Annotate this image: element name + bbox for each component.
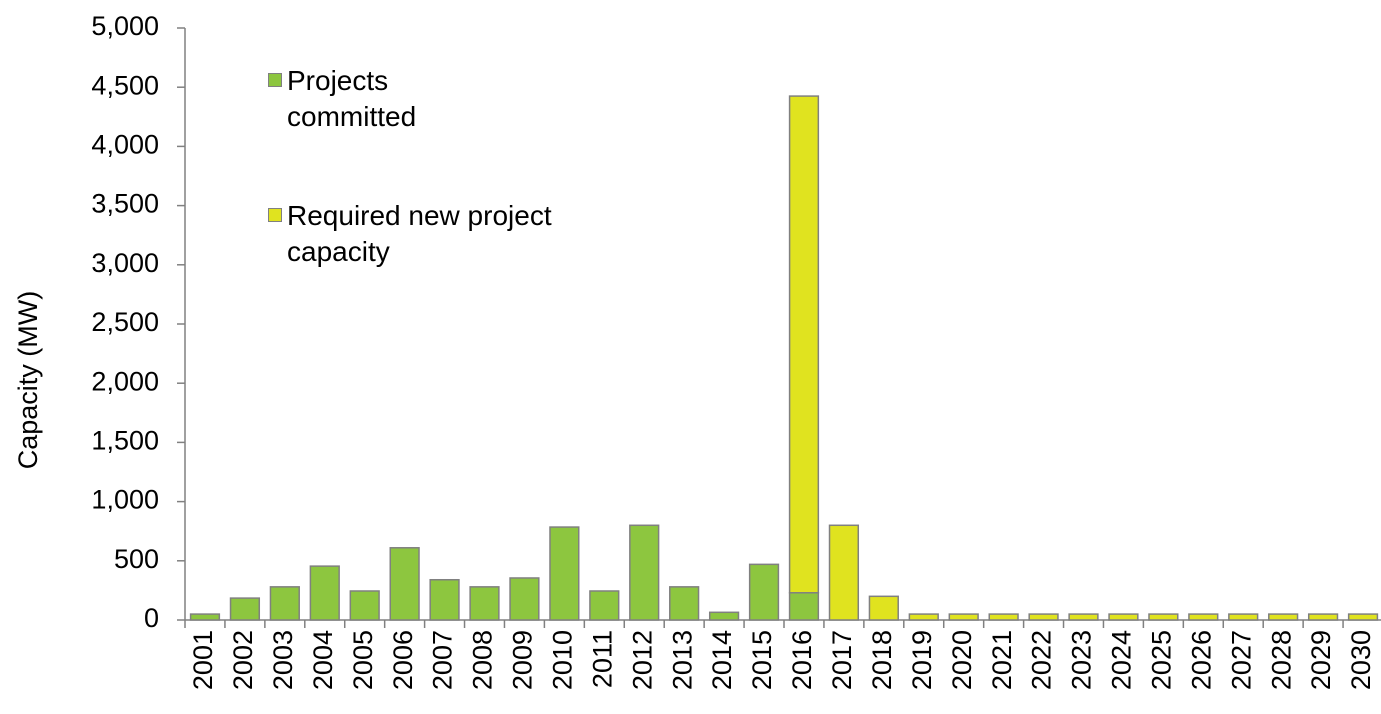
legend-swatch <box>268 73 282 87</box>
bar <box>1068 613 1099 621</box>
legend-swatch <box>268 208 282 222</box>
y-tick-label: 2,500 <box>91 307 159 337</box>
y-tick-label: 3,500 <box>91 189 159 219</box>
x-tick-label: 2012 <box>627 630 657 690</box>
x-tick-label: 2002 <box>228 630 258 690</box>
y-tick-label: 4,500 <box>91 70 159 100</box>
y-tick-label: 2,000 <box>91 366 159 396</box>
bar <box>549 526 580 621</box>
x-tick-label: 2015 <box>747 630 777 690</box>
bar <box>229 597 261 621</box>
bar <box>1228 613 1259 621</box>
x-tick-label: 2028 <box>1266 630 1296 690</box>
x-tick-label: 2029 <box>1306 630 1336 690</box>
x-tick-label: 2001 <box>188 630 218 690</box>
y-tick-label: 3,000 <box>91 248 159 278</box>
bar <box>948 613 979 621</box>
y-tick-label: 1,500 <box>91 426 159 456</box>
bar <box>708 611 740 621</box>
bar <box>1307 613 1339 621</box>
bar <box>389 547 420 621</box>
x-tick-label: 2023 <box>1067 630 1097 690</box>
x-tick-label: 2030 <box>1346 630 1376 690</box>
bar <box>788 592 820 621</box>
y-tick-label: 5,000 <box>91 11 159 41</box>
bar <box>189 613 221 621</box>
x-tick-label: 2007 <box>428 630 458 690</box>
x-tick-label: 2020 <box>947 630 977 690</box>
bar <box>429 578 460 621</box>
x-tick-label: 2009 <box>508 630 538 690</box>
x-tick-label: 2016 <box>787 630 817 690</box>
x-tick-label: 2011 <box>587 630 617 688</box>
bar <box>349 590 380 621</box>
x-tick-label: 2018 <box>867 630 897 690</box>
x-tick-label: 2019 <box>907 630 937 690</box>
x-tick-label: 2006 <box>388 630 418 690</box>
bar <box>269 586 300 621</box>
bar <box>629 524 660 621</box>
x-tick-label: 2027 <box>1226 630 1256 690</box>
y-tick-label: 1,000 <box>91 485 159 515</box>
x-tick-label: 2010 <box>547 630 577 690</box>
bar <box>1188 613 1219 621</box>
bar <box>748 563 780 621</box>
bar <box>1347 613 1379 621</box>
bar <box>1108 613 1139 621</box>
legend-label: Projects committed <box>287 65 417 132</box>
bar <box>1268 613 1299 621</box>
x-tick-label: 2021 <box>987 630 1017 690</box>
bar <box>509 577 540 621</box>
x-tick-label: 2008 <box>468 630 498 690</box>
x-tick-label: 2014 <box>707 630 737 690</box>
x-tick-label: 2013 <box>667 630 697 690</box>
x-tick-label: 2026 <box>1186 630 1216 690</box>
x-tick-label: 2005 <box>348 630 378 690</box>
y-tick-label: 0 <box>144 603 159 633</box>
bar <box>1028 613 1059 621</box>
bar <box>1148 613 1179 621</box>
legend-label: Required new project capacity <box>287 200 552 267</box>
y-tick-label: 500 <box>114 544 159 574</box>
x-tick-label: 2025 <box>1146 630 1176 690</box>
bar <box>589 590 620 621</box>
x-tick-label: 2003 <box>268 630 298 690</box>
x-tick-label: 2022 <box>1027 630 1057 690</box>
bar <box>309 565 340 621</box>
bar <box>669 586 700 621</box>
bar <box>828 524 860 621</box>
y-tick-label: 4,000 <box>91 130 159 160</box>
bar <box>868 595 899 621</box>
x-tick-label: 2004 <box>308 630 338 690</box>
bar <box>908 613 939 621</box>
bar <box>469 586 500 621</box>
x-tick-label: 2017 <box>827 630 857 690</box>
y-axis-title: Capacity (MW) <box>13 291 43 470</box>
bar <box>788 95 820 594</box>
bar <box>988 613 1019 621</box>
x-tick-label: 2024 <box>1107 630 1137 690</box>
